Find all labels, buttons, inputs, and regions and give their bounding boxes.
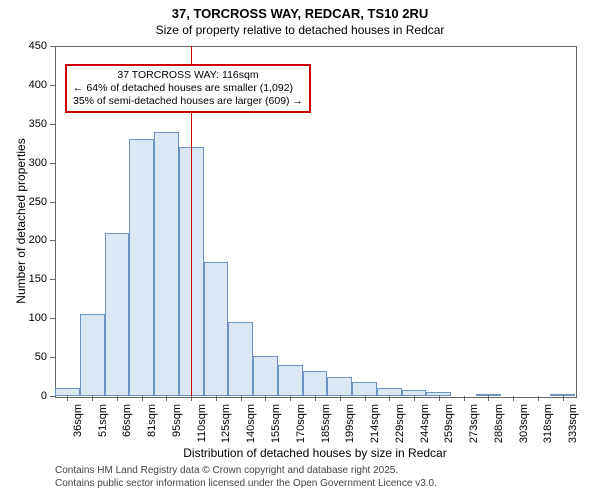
histogram-bar — [55, 388, 80, 396]
property-size-chart: 37, TORCROSS WAY, REDCAR, TS10 2RU Size … — [0, 0, 600, 500]
footer-attribution: Contains HM Land Registry data © Crown c… — [55, 464, 437, 490]
x-axis-label: Distribution of detached houses by size … — [55, 446, 575, 460]
histogram-bar — [154, 132, 179, 396]
x-tick-label: 333sqm — [567, 404, 579, 443]
x-tick-label: 66sqm — [121, 404, 133, 437]
x-tick-label: 36sqm — [72, 404, 84, 437]
x-tick-label: 170sqm — [295, 404, 307, 443]
y-tick — [50, 357, 55, 358]
x-tick — [340, 396, 341, 401]
histogram-bar — [352, 382, 377, 396]
histogram-bar — [129, 139, 154, 396]
x-tick — [290, 396, 291, 401]
annotation-box: 37 TORCROSS WAY: 116sqm← 64% of detached… — [65, 64, 311, 113]
chart-title: 37, TORCROSS WAY, REDCAR, TS10 2RU — [0, 6, 600, 21]
x-tick-label: 303sqm — [518, 404, 530, 443]
x-tick — [67, 396, 68, 401]
y-tick — [50, 202, 55, 203]
y-tick-label: 0 — [15, 390, 47, 402]
x-tick — [315, 396, 316, 401]
x-tick-label: 140sqm — [245, 404, 257, 443]
x-tick-label: 185sqm — [320, 404, 332, 443]
x-tick-label: 199sqm — [344, 404, 356, 443]
annotation-line: 35% of semi-detached houses are larger (… — [73, 95, 303, 108]
y-tick-label: 50 — [15, 351, 47, 363]
x-tick-label: 81sqm — [146, 404, 158, 437]
x-tick — [488, 396, 489, 401]
chart-subtitle: Size of property relative to detached ho… — [0, 23, 600, 37]
annotation-line: 37 TORCROSS WAY: 116sqm — [73, 69, 303, 82]
histogram-bar — [204, 262, 229, 396]
histogram-bar — [253, 356, 278, 396]
y-tick-label: 100 — [15, 312, 47, 324]
x-tick — [389, 396, 390, 401]
x-tick-label: 259sqm — [443, 404, 455, 443]
y-tick-label: 300 — [15, 157, 47, 169]
x-tick — [464, 396, 465, 401]
annotation-line: ← 64% of detached houses are smaller (1,… — [73, 82, 303, 95]
histogram-bar — [303, 371, 328, 396]
x-tick — [191, 396, 192, 401]
y-tick — [50, 124, 55, 125]
y-tick — [50, 46, 55, 47]
histogram-bar — [377, 388, 402, 396]
x-tick — [265, 396, 266, 401]
y-tick-label: 350 — [15, 118, 47, 130]
x-tick — [513, 396, 514, 401]
x-tick-label: 318sqm — [542, 404, 554, 443]
x-tick — [216, 396, 217, 401]
y-tick-label: 200 — [15, 234, 47, 246]
x-tick — [538, 396, 539, 401]
y-tick-label: 150 — [15, 273, 47, 285]
histogram-bar — [105, 233, 130, 396]
footer-line-1: Contains HM Land Registry data © Crown c… — [55, 464, 437, 477]
histogram-bar — [80, 314, 105, 396]
y-tick-label: 250 — [15, 196, 47, 208]
y-tick — [50, 240, 55, 241]
x-tick-label: 244sqm — [419, 404, 431, 443]
y-tick-label: 400 — [15, 79, 47, 91]
x-tick — [414, 396, 415, 401]
x-tick-label: 288sqm — [493, 404, 505, 443]
x-tick-label: 155sqm — [270, 404, 282, 443]
x-tick-label: 95sqm — [171, 404, 183, 437]
x-tick-label: 51sqm — [97, 404, 109, 437]
x-tick — [365, 396, 366, 401]
x-tick — [439, 396, 440, 401]
y-tick — [50, 85, 55, 86]
y-tick — [50, 396, 55, 397]
x-tick — [92, 396, 93, 401]
x-tick-label: 214sqm — [369, 404, 381, 443]
y-tick — [50, 279, 55, 280]
x-tick-label: 273sqm — [468, 404, 480, 443]
histogram-bar — [228, 322, 253, 396]
y-tick — [50, 163, 55, 164]
x-tick — [166, 396, 167, 401]
x-tick — [142, 396, 143, 401]
footer-line-2: Contains public sector information licen… — [55, 477, 437, 490]
y-tick-label: 450 — [15, 40, 47, 52]
y-tick — [50, 318, 55, 319]
x-tick — [563, 396, 564, 401]
x-tick — [241, 396, 242, 401]
y-axis-label: Number of detached properties — [14, 46, 28, 396]
x-tick-label: 110sqm — [196, 404, 208, 442]
histogram-bar — [278, 365, 303, 396]
x-tick-label: 229sqm — [394, 404, 406, 443]
x-tick-label: 125sqm — [220, 404, 232, 443]
histogram-bar — [327, 377, 352, 396]
x-tick — [117, 396, 118, 401]
